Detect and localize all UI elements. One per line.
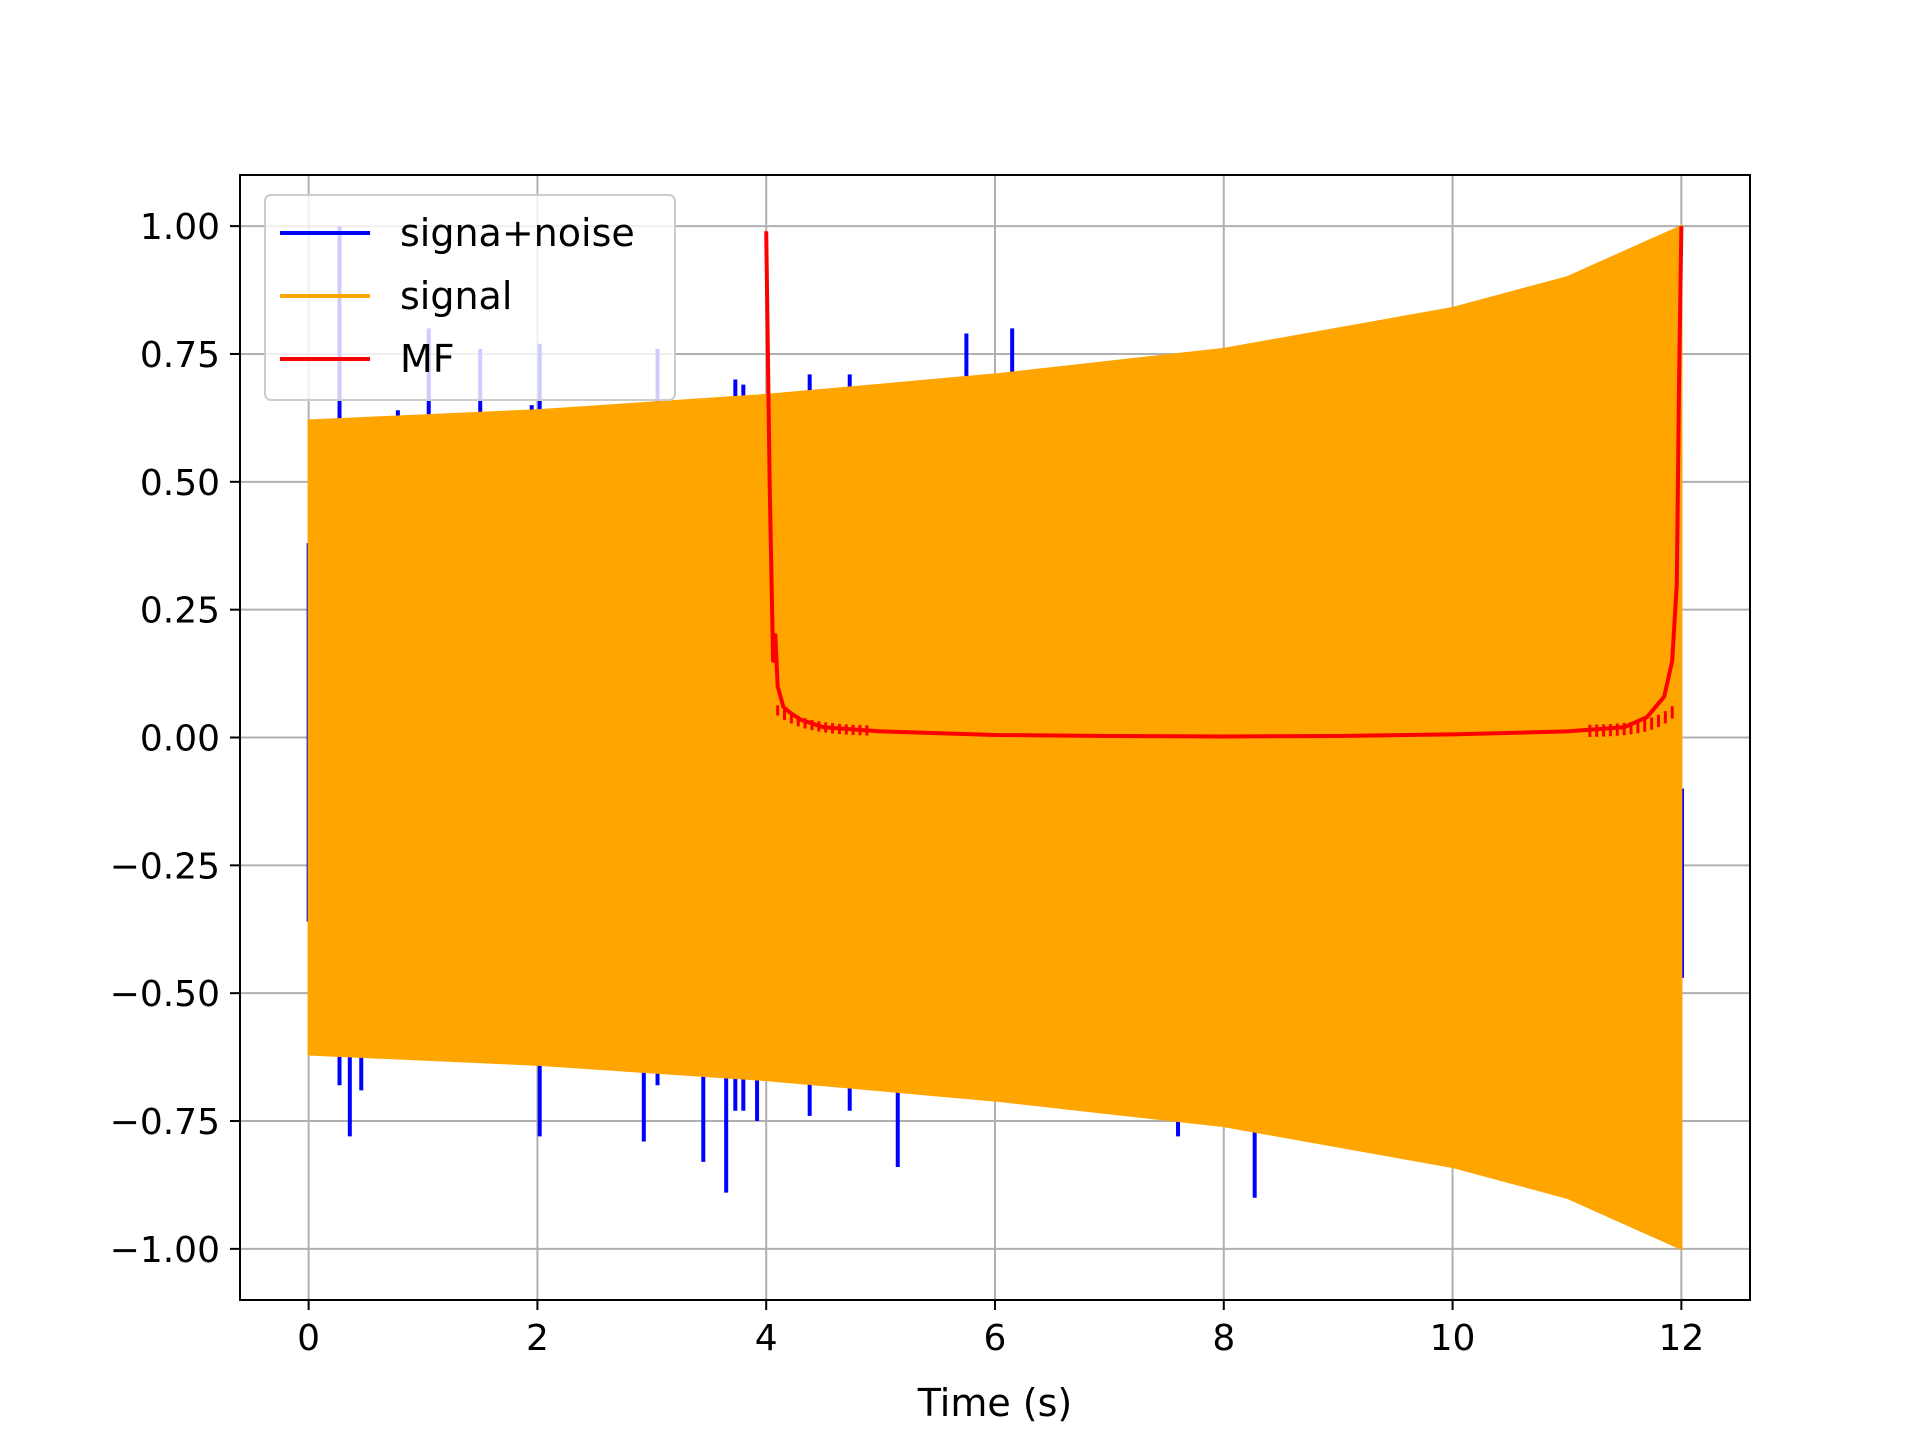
x-tick-label: 0 [297, 1318, 320, 1359]
legend: signa+noise signal MF [264, 194, 676, 401]
y-tick-label: 0.00 [140, 719, 220, 760]
y-tick-label: 0.75 [140, 335, 220, 376]
x-tick-label: 4 [755, 1318, 778, 1359]
x-tick-label: 8 [1212, 1318, 1235, 1359]
data-layer [306, 224, 1685, 1251]
legend-box [264, 194, 676, 401]
x-tick-label: 10 [1430, 1318, 1476, 1359]
y-tick-label: −0.50 [110, 974, 220, 1015]
y-tick-label: 1.00 [140, 207, 220, 248]
y-tick-label: −0.25 [110, 846, 220, 887]
y-tick-label: 0.50 [140, 463, 220, 504]
tick-layer: 0 2 4 6 8 10 12 1.00 0.75 0.50 0.25 0.00 −0.25 −0.50 −… [110, 207, 1705, 1359]
legend-label: signa+noise [400, 211, 635, 255]
y-tick-label: −1.00 [110, 1230, 220, 1271]
x-tick-label: 12 [1658, 1318, 1704, 1359]
y-tick-label: 0.25 [140, 591, 220, 632]
y-tick-label: −0.75 [110, 1102, 220, 1143]
x-axis-label: Time (s) [917, 1381, 1073, 1425]
legend-label: MF [400, 337, 455, 381]
x-tick-label: 6 [984, 1318, 1007, 1359]
legend-label: signal [400, 274, 512, 318]
signal-band [307, 224, 1683, 1251]
mf-line [764, 226, 1684, 739]
x-tick-label: 2 [526, 1318, 549, 1359]
